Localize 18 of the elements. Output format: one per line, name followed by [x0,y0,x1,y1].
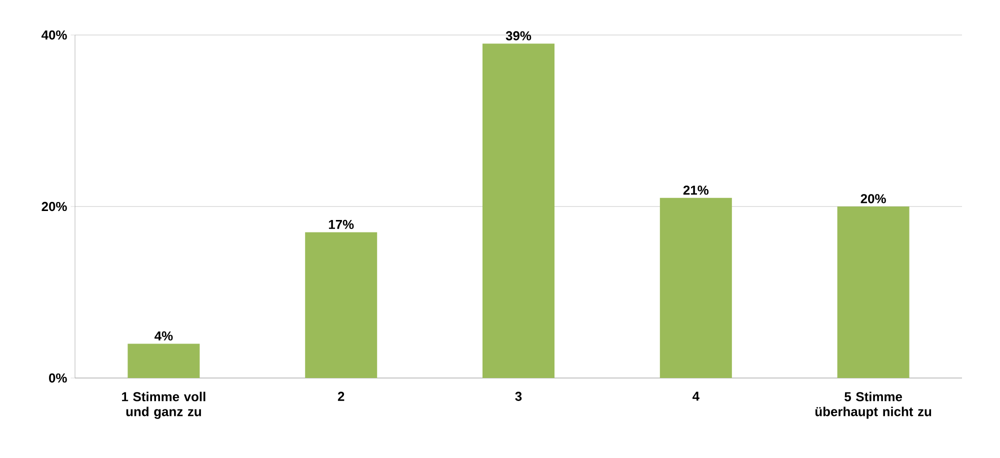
bar [128,344,200,378]
bar [305,232,378,378]
y-tick-label: 20% [42,202,67,212]
x-tick-label: 4 [692,392,700,401]
x-tick-label: 5 Stimme überhaupt nicht zu [815,392,932,419]
x-tick-label: 2 [338,392,344,401]
bar [660,198,732,378]
bar [482,44,555,378]
y-tick-label: 0% [49,373,67,383]
data-label: 21% [683,186,709,195]
x-tick-label: 3 [515,392,522,401]
data-label: 20% [860,194,886,204]
data-label: 4% [154,331,173,340]
data-label: 39% [506,31,532,40]
data-label: 17% [328,220,354,230]
x-tick-label: 1 Stimme voll und ganz zu [122,392,206,419]
y-tick-label: 40% [42,30,67,40]
bar [837,206,910,378]
